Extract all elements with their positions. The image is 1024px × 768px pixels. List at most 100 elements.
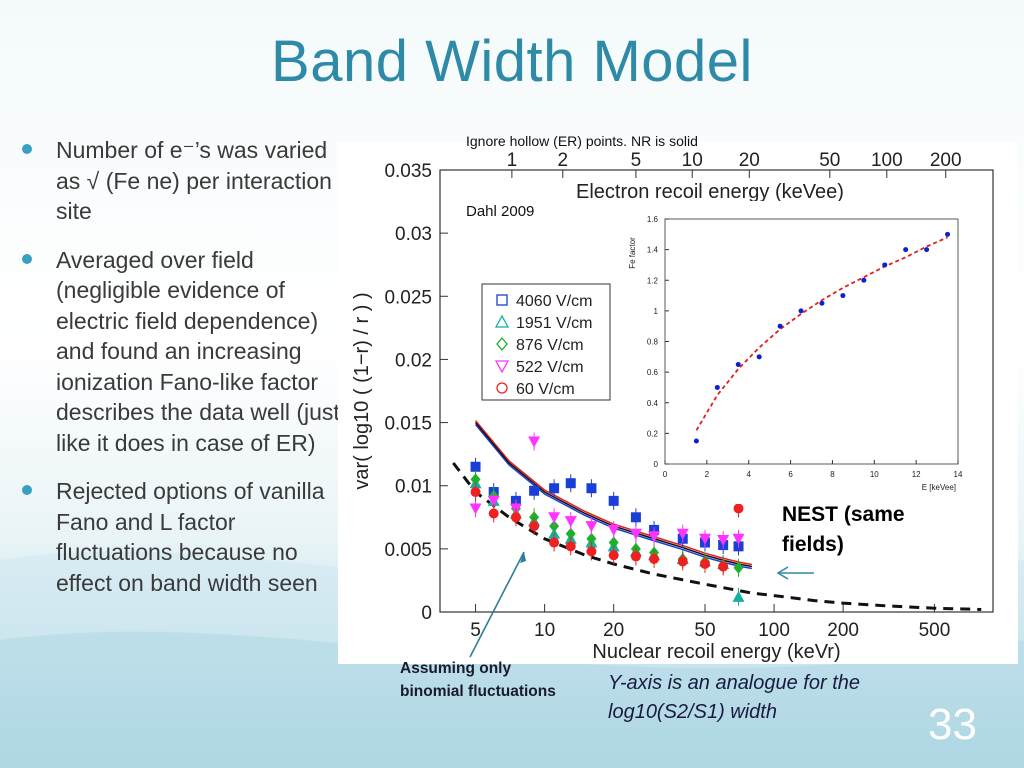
bullet-item: Number of e⁻’s was varied as √ (Fe ne) p… (20, 135, 340, 227)
bullet-text: Number of e⁻’s was varied as √ (Fe ne) p… (56, 137, 332, 224)
y-tick-label: 0 (421, 603, 432, 624)
data-point (487, 495, 500, 507)
ignore-note: Ignore hollow (ER) points. NR is solid (466, 133, 698, 149)
data-point (548, 512, 561, 524)
legend-label: 60 V/cm (516, 381, 575, 398)
data-point (717, 535, 730, 547)
inset-y-tick-label: 1 (654, 307, 659, 316)
inset-x-tick-label: 0 (663, 470, 668, 479)
top-tick-label: 50 (819, 150, 840, 171)
legend-label: 4060 V/cm (516, 293, 592, 310)
top-tick-label: 1 (507, 150, 518, 171)
data-point (510, 512, 521, 523)
inset-data-point (882, 262, 888, 268)
inset-data-point (819, 300, 825, 306)
plot-frame (439, 169, 994, 613)
top-tick-label: 2 (557, 150, 568, 171)
data-point (585, 521, 598, 533)
inset-data-point (756, 354, 762, 360)
inset-data-point (840, 293, 846, 299)
data-point (565, 478, 576, 489)
inset-y-tick-label: 1.2 (647, 276, 659, 285)
inset-fit-curve (695, 236, 948, 431)
bullet-dot-icon (22, 485, 32, 495)
data-point (470, 473, 481, 486)
x-tick-label: 200 (827, 620, 859, 641)
top-tick-label: 200 (930, 150, 962, 171)
data-point (586, 546, 597, 557)
legend-entry: 522 V/cm (494, 359, 584, 376)
top-axis-label: Electron recoil energy (keVee) (576, 181, 844, 203)
inset-x-tick-label: 14 (954, 470, 963, 479)
inset-data-point (798, 308, 804, 314)
bullet-text: Averaged over field (negligible evidence… (56, 246, 340, 456)
legend-marker (494, 314, 510, 328)
y-tick-label: 0.025 (384, 287, 432, 308)
x-tick-label: 50 (694, 620, 715, 641)
y-tick-label: 0.035 (384, 161, 432, 182)
data-point (529, 485, 540, 496)
legend-entry: 4060 V/cm (496, 293, 592, 310)
data-point (698, 533, 711, 545)
legend-box (481, 283, 611, 401)
data-point (630, 512, 641, 523)
inset-background (625, 201, 978, 504)
data-point (676, 528, 689, 540)
data-point (649, 553, 660, 564)
inset-y-tick-label: 1.4 (647, 246, 659, 255)
inset-x-tick-label: 4 (746, 470, 751, 479)
y-axis-label: var( log10 ( (1−r) / r ) ) (351, 292, 373, 489)
data-point (733, 561, 744, 574)
data-point (718, 561, 729, 572)
legend-marker (496, 336, 508, 352)
inset-x-tick-label: 6 (788, 470, 793, 479)
y-tick-label: 0.005 (384, 540, 432, 561)
data-point (488, 508, 499, 519)
y-tick-label: 0.03 (395, 224, 432, 245)
legend-entry: 1951 V/cm (494, 314, 592, 332)
data-point (677, 556, 688, 567)
binomial-label: Assuming only binomial fluctuations (400, 660, 556, 700)
inset-data-point (714, 384, 720, 390)
figure-panel: 0 0.005 0.01 0.015 0.02 0.025 0.03 0.035 5 10 20 50… (338, 142, 1018, 664)
slide-title: Band Width Model (271, 29, 753, 94)
legend-label: 522 V/cm (516, 359, 584, 376)
y-tick-label: 0.01 (395, 477, 432, 498)
nest-label: NEST (same fields) (782, 503, 905, 556)
data-point (586, 483, 597, 494)
top-tick-label: 20 (739, 150, 760, 171)
data-point (565, 541, 576, 552)
x-tick-label: 5 (470, 620, 481, 641)
y-tick-label: 0.015 (384, 414, 432, 435)
x-tick-label: 10 (534, 620, 555, 641)
bullet-dot-icon (22, 253, 32, 264)
data-point (529, 521, 540, 532)
legend-entry: 60 V/cm (496, 381, 575, 398)
data-point (549, 483, 560, 494)
bullet-list: Number of e⁻’s was varied as √ (Fe ne) p… (20, 135, 340, 616)
data-point (630, 551, 641, 562)
inset-data-point (861, 277, 867, 283)
bullet-dot-icon (22, 144, 32, 154)
data-point (608, 495, 619, 506)
legend-entry: 876 V/cm (496, 336, 584, 354)
inset-y-tick-label: 0.8 (647, 338, 659, 347)
data-point (732, 590, 745, 602)
data-point (733, 503, 744, 514)
data-point (608, 536, 619, 549)
inset-y-tick-label: 0.2 (647, 429, 659, 438)
legend-label: 1951 V/cm (516, 315, 592, 332)
data-point (528, 436, 541, 448)
data-point (648, 531, 661, 543)
inset-x-axis-label: E [keVee] (922, 483, 956, 492)
data-point (549, 537, 560, 548)
inset-data-point (693, 438, 699, 444)
inset-y-tick-label: 0.4 (647, 399, 659, 408)
legend-marker (496, 382, 508, 394)
inset-x-tick-label: 12 (912, 470, 921, 479)
inset-y-axis-label: Fe factor (628, 237, 637, 269)
y-tick-label: 0.02 (395, 350, 432, 371)
data-point (565, 527, 576, 540)
inset-data-point (945, 231, 951, 237)
